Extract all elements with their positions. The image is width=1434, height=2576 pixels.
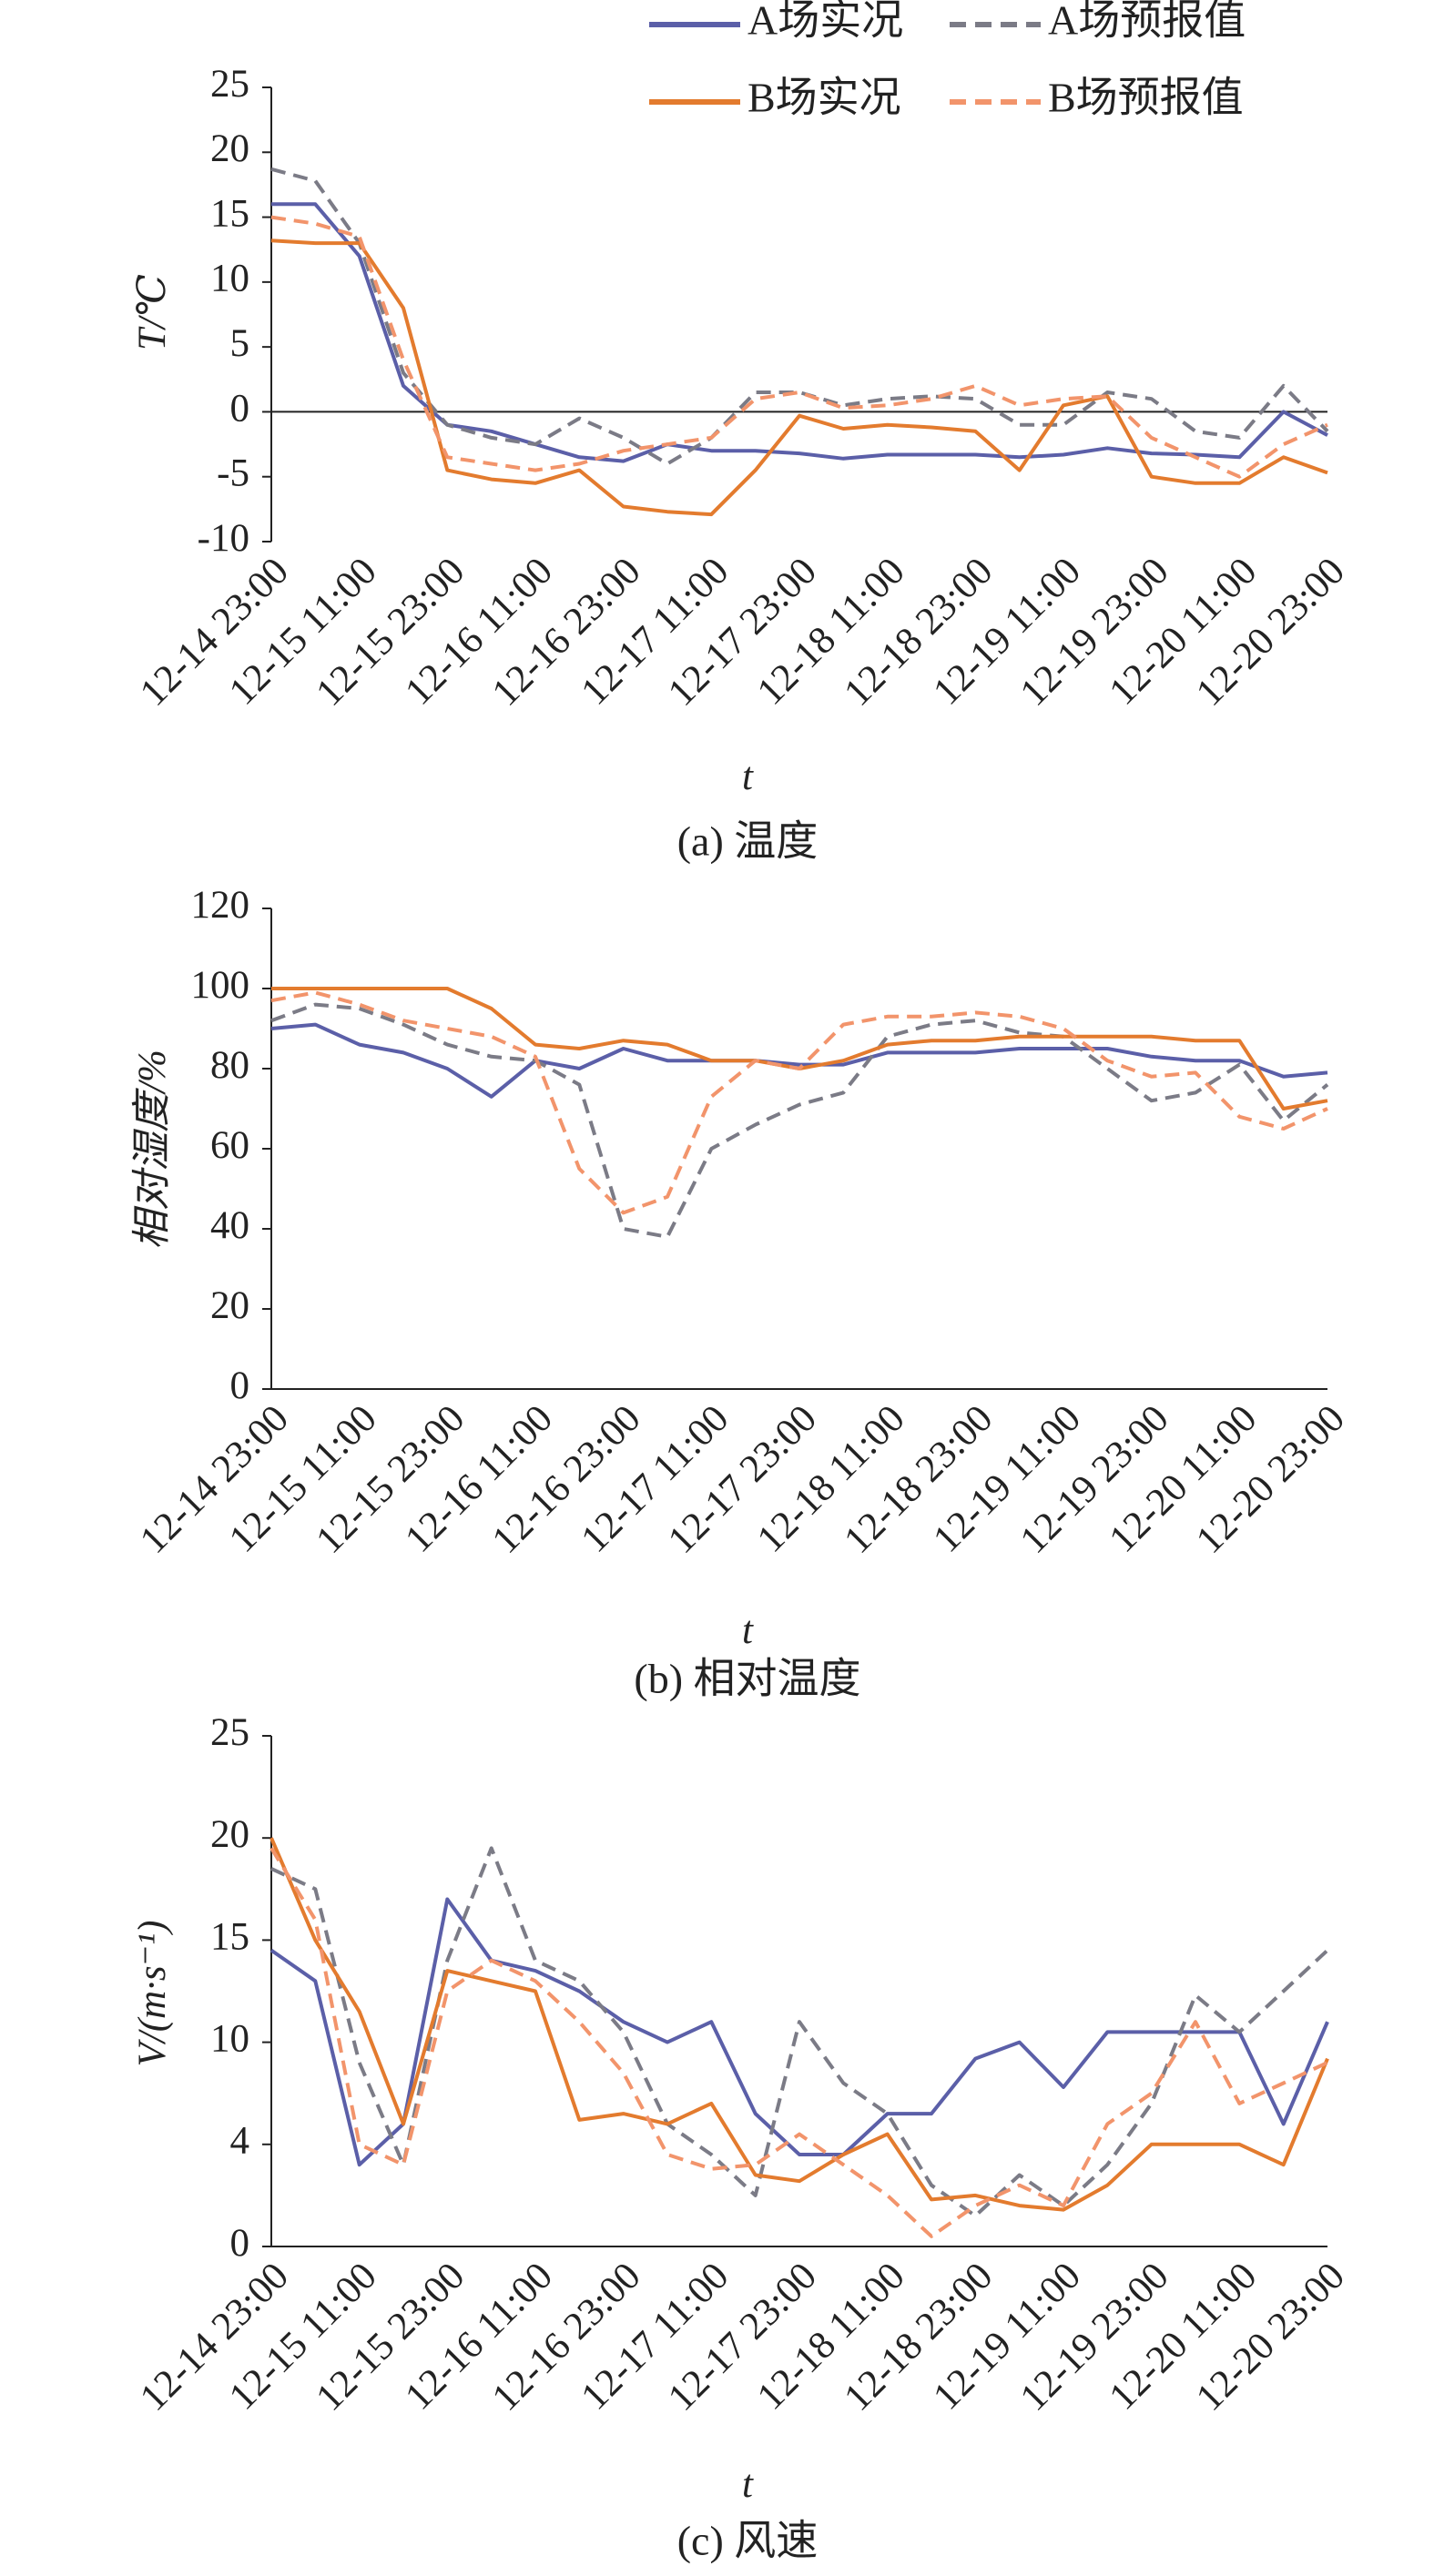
y-tick-label: 4 <box>230 2120 250 2163</box>
y-tick-label: 0 <box>230 387 250 430</box>
y-tick-label: 120 <box>191 884 250 927</box>
y-tick-label: 40 <box>210 1204 249 1247</box>
y-tick-label: 80 <box>210 1044 249 1087</box>
series-line <box>270 167 1329 466</box>
series-line <box>270 215 1328 479</box>
y-tick-label: 0 <box>230 1364 250 1407</box>
caption: (b) 相对温度 <box>634 1656 860 1702</box>
y-axis-title: 相对湿度/% <box>131 1050 174 1250</box>
x-axis-title: t <box>742 1609 754 1652</box>
legend-label: A场实况 <box>748 0 903 44</box>
series-line <box>271 202 1328 463</box>
series-line <box>270 990 1328 1215</box>
legend-label: A场预报值 <box>1048 0 1246 44</box>
y-tick-label: 5 <box>230 322 250 365</box>
series-line <box>270 1022 1328 1099</box>
series-line <box>270 1002 1329 1239</box>
series-line <box>271 987 1328 1111</box>
y-tick-label: 15 <box>210 1915 249 1958</box>
x-axis-title: t <box>742 2463 754 2506</box>
y-tick-label: 10 <box>210 2017 249 2060</box>
y-tick-label: 25 <box>210 63 249 106</box>
series-line <box>270 238 1328 517</box>
legend-label: B场预报值 <box>1048 75 1244 121</box>
legend-label: B场实况 <box>748 75 901 121</box>
series-line <box>270 1897 1329 2167</box>
y-tick-label: 60 <box>210 1124 249 1167</box>
y-axis-title: V/(m·s⁻¹) <box>131 1921 174 2067</box>
y-tick-label: 20 <box>210 1284 249 1327</box>
y-tick-label: 0 <box>230 2222 250 2265</box>
y-tick-label: 10 <box>210 258 249 300</box>
y-axis-title: T/℃ <box>131 274 174 350</box>
y-tick-label: 25 <box>210 1711 249 1754</box>
y-tick-label: -5 <box>217 452 249 495</box>
x-axis-title: t <box>742 756 754 798</box>
series-line <box>270 1847 1328 2238</box>
y-tick-label: 20 <box>210 127 249 170</box>
y-tick-label: 15 <box>210 192 249 235</box>
series-line <box>270 1837 1329 2212</box>
caption: (c) 风速 <box>677 2518 819 2564</box>
y-tick-label: -10 <box>198 517 249 560</box>
y-tick-label: 20 <box>210 1813 249 1856</box>
series-line <box>270 1846 1329 2218</box>
y-tick-label: 100 <box>191 964 250 1007</box>
caption: (a) 温度 <box>677 818 819 865</box>
